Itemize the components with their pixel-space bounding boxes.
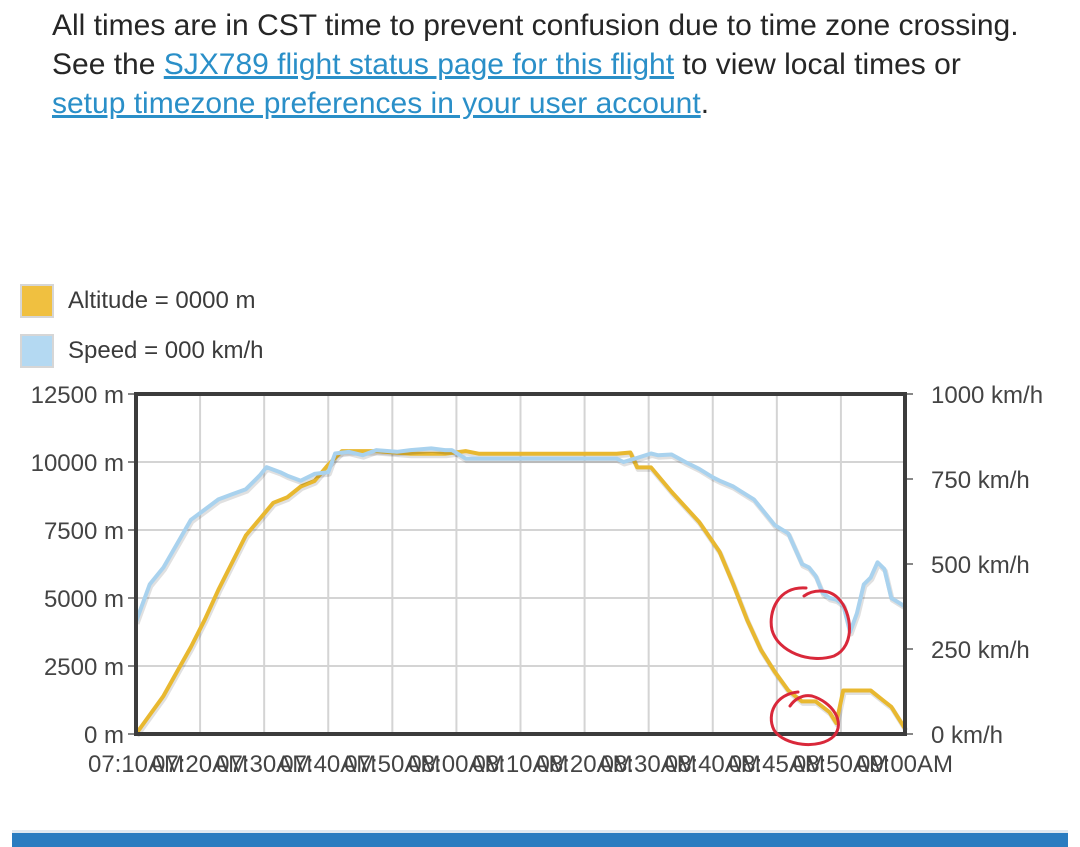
notice-text-1: All times are in CST time to prevent con… — [52, 9, 1019, 81]
x-tick-label: 07:50AM — [344, 751, 440, 778]
x-tick-label: 07:40AM — [280, 751, 376, 778]
x-tick-label: 07:30AM — [216, 751, 312, 778]
y-right-tick-label: 250 km/h — [931, 637, 1030, 664]
legend-item-speed[interactable]: Speed = 000 km/h — [20, 326, 263, 376]
y-right-tick-label: 1000 km/h — [931, 382, 1043, 409]
y-left-tick-label: 10000 m — [31, 450, 124, 477]
series-line-speed — [134, 446, 907, 634]
altitude-swatch — [20, 284, 54, 318]
annotation-circle-1 — [769, 586, 851, 660]
annotation-circle-2 — [769, 690, 840, 747]
bottom-action-bar[interactable] — [12, 830, 1068, 847]
chart-legend: Altitude = 0000 m Speed = 000 km/h — [20, 276, 263, 376]
x-tick-label: 08:10AM — [472, 751, 568, 778]
plot-frame — [134, 392, 907, 736]
notice-text-2: to view local times or — [674, 48, 961, 81]
legend-item-altitude[interactable]: Altitude = 0000 m — [20, 276, 263, 326]
legend-label-speed: Speed = 000 km/h — [68, 337, 264, 364]
y-right-tick-label: 500 km/h — [931, 552, 1030, 579]
x-tick-label: 09:00AM — [857, 751, 953, 778]
x-tick-label: 08:40AM — [665, 751, 761, 778]
y-left-tick-label: 0 m — [84, 722, 124, 749]
speed-swatch — [20, 334, 54, 368]
legend-label-altitude: Altitude = 0000 m — [68, 287, 256, 314]
timezone-notice: All times are in CST time to prevent con… — [52, 6, 1042, 123]
x-tick-label: 07:10AM — [88, 751, 184, 778]
series-line-altitude — [134, 449, 907, 736]
x-tick-label: 08:45AM — [729, 751, 825, 778]
y-right-tick-label: 0 km/h — [931, 722, 1003, 749]
x-tick-label: 08:50AM — [793, 751, 889, 778]
y-left-tick-label: 5000 m — [44, 586, 124, 613]
notice-text-3: . — [700, 87, 710, 120]
y-left-tick-label: 12500 m — [31, 382, 124, 409]
y-right-tick-label: 750 km/h — [931, 467, 1030, 494]
x-tick-label: 08:00AM — [408, 751, 504, 778]
flight-profile-chart: 12500 m 10000 m 7500 m 5000 m 2500 m 0 m 1000 … — [31, 382, 1043, 778]
x-tick-label: 08:20AM — [537, 751, 633, 778]
x-tick-label: 08:30AM — [601, 751, 697, 778]
y-left-tick-label: 2500 m — [44, 654, 124, 681]
timezone-preferences-link[interactable]: setup timezone preferences in your user … — [52, 87, 701, 120]
flight-status-link[interactable]: SJX789 flight status page for this fligh… — [163, 48, 675, 81]
y-left-tick-label: 7500 m — [44, 518, 124, 545]
x-tick-label: 07:20AM — [152, 751, 248, 778]
